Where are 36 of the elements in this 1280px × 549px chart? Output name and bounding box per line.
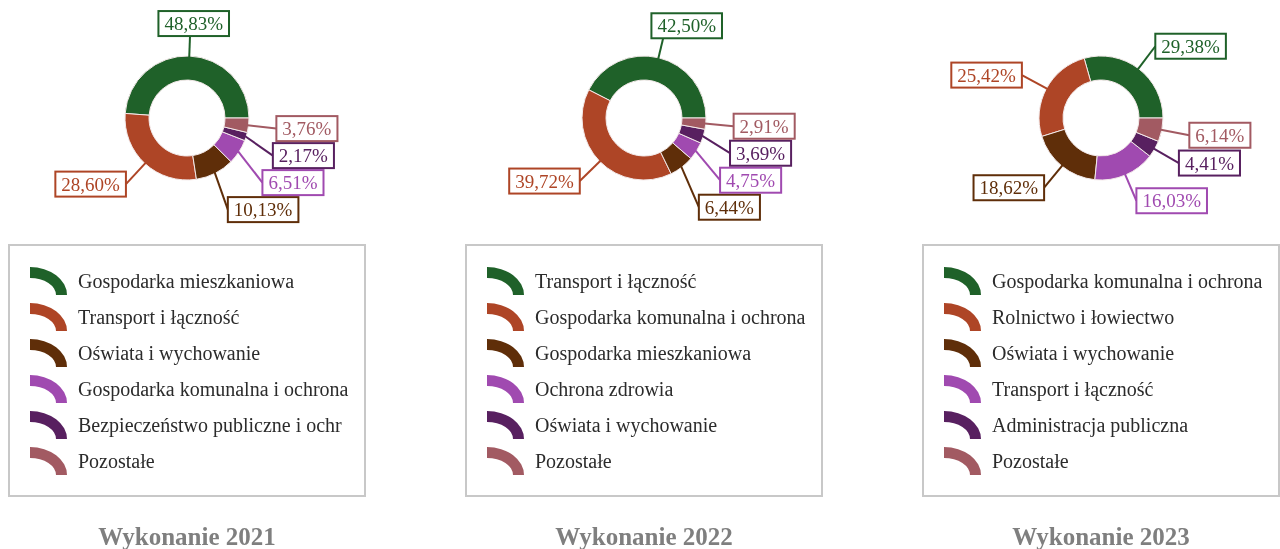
data-label: 16,03% — [1142, 190, 1202, 212]
legend-label: Gospodarka mieszkaniowa — [78, 269, 295, 293]
legend-label: Pozostałe — [78, 449, 155, 473]
legend-label: Transport i łączność — [78, 305, 240, 329]
legend-label: Gospodarka komunalna i ochrona — [78, 377, 349, 401]
data-label: 2,17% — [278, 145, 329, 167]
legend-label: Bezpieczeństwo publiczne i ochr — [78, 413, 342, 437]
legend-label: Oświata i wychowanie — [992, 341, 1175, 365]
legend-label: Gospodarka komunalna i ochrona — [992, 269, 1263, 293]
data-label: 39,72% — [515, 170, 574, 192]
legend-label: Ochrona zdrowia — [535, 377, 674, 401]
legend-label: Transport i łączność — [992, 377, 1154, 401]
data-label: 28,60% — [61, 173, 121, 195]
data-label: 4,41% — [1184, 152, 1235, 174]
data-label: 6,51% — [268, 172, 318, 194]
legend-label: Gospodarka komunalna i ochrona — [535, 305, 806, 329]
data-label: 29,38% — [1161, 35, 1221, 57]
legend-label: Oświata i wychowanie — [78, 341, 261, 365]
data-label: 42,50% — [657, 15, 717, 37]
data-label: 6,14% — [1195, 124, 1245, 146]
data-label: 25,42% — [957, 64, 1017, 86]
legend-label: Oświata i wychowanie — [535, 413, 718, 437]
data-label: 10,13% — [233, 199, 293, 221]
legend-label: Gospodarka mieszkaniowa — [535, 341, 752, 365]
data-label: 6,44% — [704, 196, 755, 218]
legend-label: Transport i łączność — [535, 269, 697, 293]
legend-label: Administracja publiczna — [992, 413, 1189, 437]
data-label: 2,91% — [739, 115, 789, 137]
legend-label: Pozostałe — [535, 449, 612, 473]
data-label: 48,83% — [164, 13, 224, 35]
legend-label: Rolnictwo i łowiectwo — [992, 305, 1175, 329]
legend-label: Pozostałe — [992, 449, 1069, 473]
data-label: 3,76% — [282, 118, 332, 140]
data-label: 4,75% — [726, 169, 776, 191]
data-label: 3,69% — [736, 142, 786, 164]
data-label: 18,62% — [979, 177, 1039, 199]
